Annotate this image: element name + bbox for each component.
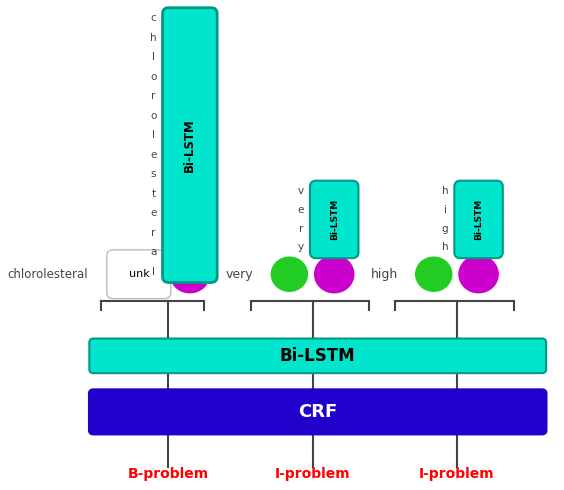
- Text: -: -: [164, 13, 168, 24]
- FancyBboxPatch shape: [162, 8, 217, 283]
- Text: e: e: [150, 150, 156, 160]
- Text: -: -: [164, 92, 168, 101]
- Text: r: r: [151, 228, 156, 238]
- Circle shape: [271, 257, 307, 291]
- Text: l: l: [152, 267, 155, 277]
- Text: -: -: [164, 150, 168, 160]
- Text: very: very: [226, 268, 253, 281]
- FancyBboxPatch shape: [89, 339, 546, 373]
- Text: -: -: [455, 243, 459, 252]
- Text: unk: unk: [130, 269, 150, 279]
- Text: y: y: [298, 243, 304, 252]
- Text: h: h: [442, 243, 448, 252]
- Text: -: -: [455, 186, 459, 196]
- Text: h: h: [442, 186, 448, 196]
- Text: I-problem: I-problem: [419, 467, 495, 481]
- Circle shape: [170, 256, 209, 293]
- Text: i: i: [443, 205, 447, 215]
- FancyBboxPatch shape: [455, 181, 503, 258]
- Circle shape: [416, 257, 452, 291]
- Circle shape: [459, 256, 498, 293]
- Text: -: -: [455, 205, 459, 215]
- Text: -: -: [164, 189, 168, 199]
- Text: h: h: [150, 33, 157, 43]
- Text: high: high: [371, 268, 398, 281]
- Text: v: v: [298, 186, 304, 196]
- Text: a: a: [150, 247, 156, 257]
- Text: g: g: [442, 224, 448, 234]
- Text: s: s: [151, 170, 156, 179]
- Text: -: -: [164, 52, 168, 62]
- Text: o: o: [150, 111, 156, 121]
- Text: CRF: CRF: [298, 403, 337, 421]
- Text: r: r: [151, 92, 156, 101]
- Text: -: -: [311, 243, 315, 252]
- Text: t: t: [151, 189, 155, 199]
- FancyBboxPatch shape: [89, 390, 546, 434]
- Circle shape: [315, 256, 354, 293]
- Text: -: -: [311, 205, 315, 215]
- Text: Bi-LSTM: Bi-LSTM: [330, 199, 339, 240]
- Text: I-problem: I-problem: [275, 467, 350, 481]
- Text: -: -: [164, 111, 168, 121]
- Text: o: o: [150, 72, 156, 82]
- Text: -: -: [164, 130, 168, 140]
- Text: -: -: [311, 224, 315, 234]
- FancyBboxPatch shape: [310, 181, 359, 258]
- Text: -: -: [164, 267, 168, 277]
- Text: l: l: [152, 52, 155, 62]
- Text: -: -: [164, 208, 168, 219]
- Text: -: -: [164, 170, 168, 179]
- Text: -: -: [164, 228, 168, 238]
- Text: -: -: [164, 72, 168, 82]
- FancyBboxPatch shape: [107, 250, 171, 298]
- Text: -: -: [164, 33, 168, 43]
- Text: B-problem: B-problem: [127, 467, 209, 481]
- Text: c: c: [151, 13, 156, 24]
- Text: r: r: [298, 224, 303, 234]
- Text: -: -: [455, 224, 459, 234]
- Text: -: -: [164, 247, 168, 257]
- Text: Bi-LSTM: Bi-LSTM: [474, 199, 483, 240]
- Text: -: -: [311, 186, 315, 196]
- Text: l: l: [152, 130, 155, 140]
- Text: e: e: [150, 208, 156, 219]
- Text: e: e: [298, 205, 304, 215]
- Text: Bi-LSTM: Bi-LSTM: [183, 118, 196, 172]
- Text: Bi-LSTM: Bi-LSTM: [280, 347, 355, 365]
- Text: chlorolesteral: chlorolesteral: [8, 268, 89, 281]
